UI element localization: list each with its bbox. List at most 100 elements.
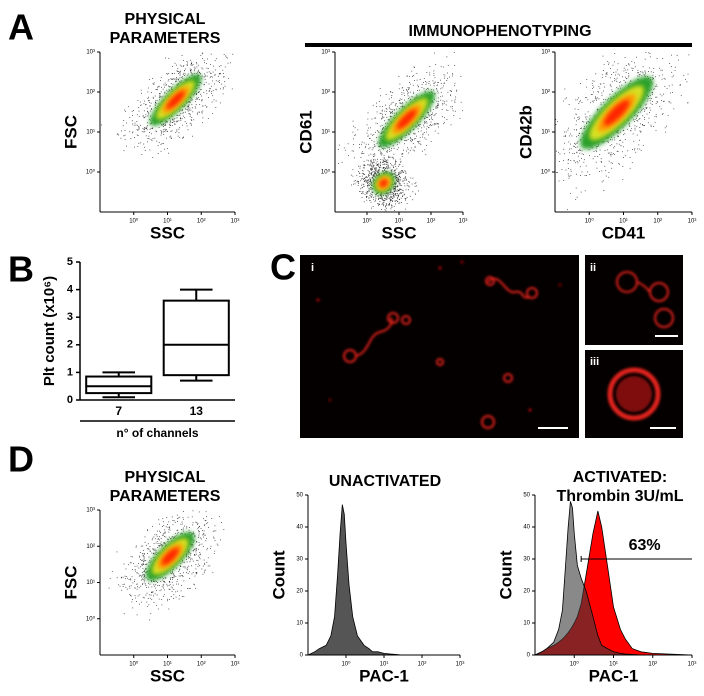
- event-dot: [187, 129, 189, 131]
- event-dot: [163, 84, 165, 86]
- event-dot: [141, 154, 143, 155]
- event-dot: [176, 579, 178, 581]
- event-dot: [208, 96, 209, 98]
- event-dot: [642, 66, 644, 68]
- event-dot: [363, 160, 365, 162]
- event-dot: [197, 548, 199, 550]
- event-dot: [397, 181, 398, 183]
- event-dot: [191, 104, 193, 106]
- event-dot: [376, 106, 377, 107]
- event-dot: [168, 531, 170, 533]
- event-dot: [371, 177, 373, 179]
- event-dot: [594, 98, 596, 100]
- event-dot: [418, 131, 419, 133]
- event-dot: [371, 185, 372, 187]
- event-dot: [353, 138, 354, 140]
- event-dot: [149, 546, 151, 547]
- event-dot: [194, 548, 196, 550]
- event-dot: [207, 68, 209, 70]
- event-dot: [393, 170, 395, 172]
- event-dot: [195, 107, 196, 109]
- event-dot: [191, 117, 193, 118]
- event-dot: [634, 125, 636, 127]
- event-dot: [371, 184, 373, 186]
- event-dot: [147, 122, 149, 124]
- event-dot: [429, 114, 431, 116]
- event-dot: [654, 116, 656, 117]
- event-dot: [160, 134, 162, 136]
- event-dot: [170, 578, 171, 580]
- event-dot: [123, 563, 125, 565]
- event-dot: [642, 124, 643, 125]
- event-dot: [585, 165, 587, 167]
- event-dot: [171, 125, 173, 127]
- event-dot: [595, 73, 597, 75]
- event-dot: [393, 186, 395, 188]
- event-dot: [170, 573, 172, 575]
- event-dot: [372, 162, 374, 164]
- event-dot: [214, 550, 216, 552]
- x-tick-label: 10³: [231, 219, 240, 225]
- event-dot: [184, 525, 185, 527]
- event-dot: [177, 71, 178, 73]
- event-dot: [151, 92, 152, 94]
- event-dot: [367, 191, 369, 193]
- event-dot: [395, 182, 397, 184]
- event-dot: [406, 183, 408, 185]
- event-dot: [388, 205, 390, 206]
- event-dot: [385, 160, 387, 162]
- event-dot: [379, 168, 380, 170]
- event-dot: [205, 106, 207, 108]
- event-dot: [401, 189, 403, 191]
- event-dot: [177, 590, 179, 592]
- event-dot: [199, 111, 200, 113]
- event-dot: [429, 74, 431, 76]
- event-dot: [598, 109, 600, 111]
- event-dot: [221, 83, 223, 85]
- event-dot: [147, 111, 148, 113]
- event-dot: [388, 98, 390, 100]
- event-dot: [356, 174, 358, 176]
- event-dot: [655, 130, 657, 132]
- event-dot: [606, 72, 608, 74]
- event-dot: [402, 180, 404, 182]
- event-dot: [182, 112, 184, 114]
- event-dot: [123, 150, 125, 152]
- event-dot: [564, 98, 566, 100]
- event-dot: [166, 130, 168, 132]
- event-dot: [638, 75, 640, 77]
- event-dot: [207, 58, 208, 60]
- event-dot: [382, 117, 384, 119]
- event-dot: [395, 162, 396, 164]
- event-dot: [430, 121, 432, 123]
- event-dot: [155, 587, 157, 589]
- event-dot: [204, 569, 206, 571]
- event-dot: [414, 80, 415, 81]
- x-axis-label: PAC-1: [589, 666, 639, 685]
- event-dot: [610, 84, 612, 86]
- event-dot: [454, 82, 456, 84]
- event-dot: [581, 102, 583, 103]
- event-dot: [394, 164, 396, 166]
- event-dot: [136, 572, 138, 574]
- y-tick-label: 30: [523, 557, 530, 563]
- event-dot: [152, 548, 154, 550]
- event-dot: [122, 125, 124, 127]
- event-dot: [403, 92, 405, 94]
- event-dot: [178, 571, 180, 572]
- event-dot: [150, 108, 152, 110]
- event-dot: [188, 113, 190, 115]
- event-dot: [397, 174, 399, 175]
- event-dot: [659, 67, 660, 69]
- event-dot: [224, 81, 226, 83]
- event-dot: [157, 543, 159, 545]
- event-dot: [170, 124, 171, 126]
- event-dot: [172, 584, 174, 586]
- event-dot: [673, 75, 674, 77]
- event-dot: [189, 527, 190, 528]
- event-dot: [388, 119, 390, 120]
- event-dot: [203, 572, 205, 574]
- event-dot: [382, 200, 384, 202]
- event-dot: [380, 112, 382, 114]
- y-tick-label: 2: [67, 339, 73, 351]
